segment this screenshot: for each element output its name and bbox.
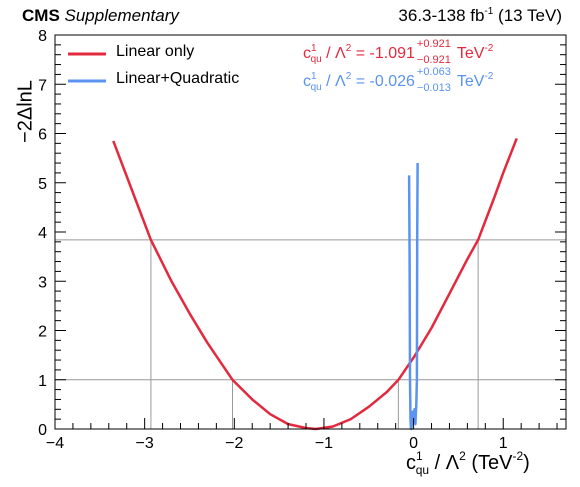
result-quad-err-down: −0.013 (416, 82, 451, 94)
y-tick-label: 5 (38, 176, 47, 193)
result-quad-unit-sup: -2 (484, 71, 494, 83)
x-tick-label: 1 (499, 435, 508, 452)
y-axis-label: −2ΔlnL (14, 80, 37, 143)
y-tick-label: 4 (38, 225, 47, 242)
x-label-param-sup: 1 (416, 449, 423, 463)
y-tick-label: 0 (38, 422, 47, 439)
x-label-unit-sup: -2 (512, 449, 524, 463)
x-label-unit-close: ) (523, 452, 530, 474)
result-quadratic: c1qu / Λ2 = -0.026 +0.063 −0.013 TeV-2 (303, 66, 494, 94)
x-label-param-rest-sup: 2 (459, 449, 466, 463)
lumi-exponent: -1 (484, 6, 494, 17)
result-linear-errors: +0.921 −0.921 (415, 38, 457, 66)
result-linear-err-up: +0.921 (416, 38, 451, 50)
y-tick-label: 7 (38, 77, 47, 94)
axis-ticks (54, 34, 566, 430)
x-axis-label: c1qu / Λ2 (TeV-2) (406, 449, 530, 477)
y-tick-label: 8 (38, 28, 47, 45)
result-quad-param-sup: 1 (311, 71, 317, 83)
experiment-name: CMS (22, 6, 60, 25)
x-label-param-sub: qu (415, 463, 430, 477)
result-linear-param-sup: 1 (311, 43, 317, 55)
x-tick-label: −1 (315, 435, 333, 452)
result-quad-errors: +0.063 −0.013 (415, 66, 457, 94)
x-tick-label: −2 (225, 435, 243, 452)
experiment-status: Supplementary (64, 6, 179, 25)
result-linear-param-rest: / Λ (321, 45, 346, 63)
result-quad-eq: = (351, 73, 370, 91)
result-linear: c1qu / Λ2 = -1.091 +0.921 −0.921 TeV-2 (303, 38, 494, 66)
x-label-param: c (406, 452, 416, 474)
y-tick-label: 3 (38, 274, 47, 291)
x-label-unit-open: (TeV (465, 452, 513, 474)
result-quad-param-sub: qu (310, 82, 322, 94)
x-tick-label: −4 (46, 435, 64, 452)
result-linear-unit: TeV (456, 45, 485, 63)
axis-tick-labels: −4 −3 −2 −1 0 1 0 1 2 3 4 5 6 7 8 (38, 28, 508, 452)
reference-lines (55, 239, 566, 429)
x-label-param-rest: / Λ (429, 452, 460, 474)
result-quad-param-rest: / Λ (321, 73, 346, 91)
lumi-prefix: 36.3-138 fb (398, 6, 485, 25)
series-linear-line (112, 137, 518, 431)
x-tick-label: 0 (409, 435, 418, 452)
plot-frame (54, 34, 567, 430)
legend-entry-quadratic: Linear+Quadratic (116, 70, 240, 87)
result-quad-param: c (303, 73, 311, 91)
x-tick-label: −3 (136, 435, 154, 452)
lumi-suffix: (13 TeV) (493, 6, 562, 25)
y-tick-label: 1 (38, 373, 47, 390)
experiment-label: CMS Supplementary (22, 6, 179, 26)
result-quad-value: -0.026 (369, 73, 415, 91)
result-linear-param: c (303, 45, 311, 63)
result-linear-eq: = (351, 45, 370, 63)
legend-swatches (68, 52, 106, 83)
result-quad-param-rest-sup: 2 (345, 71, 352, 83)
y-tick-label: 6 (38, 127, 47, 144)
result-linear-unit-sup: -2 (484, 43, 494, 55)
result-quad-err-up: +0.063 (416, 66, 451, 78)
result-linear-param-rest-sup: 2 (345, 43, 352, 55)
result-quad-unit: TeV (456, 73, 485, 91)
series-quadratic-line (407, 162, 419, 431)
luminosity-label: 36.3-138 fb-1 (13 TeV) (398, 6, 562, 26)
series-layer (112, 137, 518, 431)
result-linear-param-sub: qu (310, 54, 322, 66)
result-linear-err-down: −0.921 (416, 54, 451, 66)
legend-entry-linear: Linear only (116, 43, 195, 60)
result-linear-value: -1.091 (369, 45, 415, 63)
y-tick-label: 2 (38, 324, 47, 341)
